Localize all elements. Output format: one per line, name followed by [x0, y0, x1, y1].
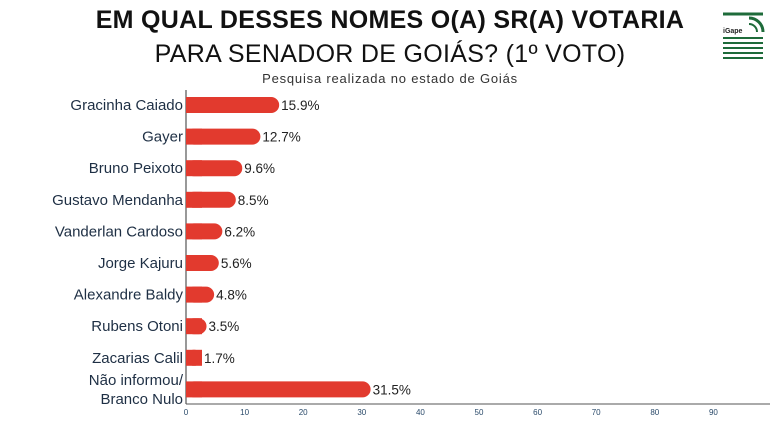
category-label: Vanderlan Cardoso — [55, 223, 183, 240]
category-label: Gracinha Caiado — [70, 97, 183, 114]
x-tick-label: 90 — [709, 408, 718, 417]
bar-left-edge — [186, 255, 202, 271]
bar-left-edge — [186, 128, 202, 145]
data-label: 6.2% — [224, 224, 255, 239]
category-label: Jorge Kajuru — [98, 255, 183, 272]
bar — [186, 128, 261, 145]
data-label: 9.6% — [244, 161, 275, 176]
chart-title-line2: PARA SENADOR DE GOIÁS? (1º VOTO) — [154, 40, 626, 68]
logo-graphic — [719, 12, 767, 62]
x-tick-label: 70 — [592, 408, 601, 417]
category-label: Alexandre Baldy — [74, 287, 184, 304]
data-label: 3.5% — [209, 319, 240, 334]
x-tick-label: 10 — [240, 408, 249, 417]
data-label: 15.9% — [281, 98, 319, 113]
category-label: Zacarias Calil — [92, 350, 183, 367]
x-tick-label: 20 — [299, 408, 308, 417]
bar-left-edge — [186, 160, 202, 177]
igape-logo-icon: iGape — [719, 12, 767, 62]
data-label: 12.7% — [262, 130, 300, 145]
data-label: 31.5% — [373, 382, 411, 397]
data-label: 1.7% — [204, 351, 235, 366]
data-label: 5.6% — [221, 256, 252, 271]
category-label: Bruno Peixoto — [89, 160, 183, 177]
bar-left-edge — [186, 223, 202, 240]
bar — [186, 381, 371, 398]
bar-left-edge — [186, 381, 202, 398]
x-tick-label: 40 — [416, 408, 425, 417]
category-label: Gayer — [142, 129, 183, 146]
bar — [186, 97, 280, 113]
chart-subtitle: Pesquisa realizada no estado de Goiás — [262, 71, 518, 86]
category-label: Gustavo Mendanha — [52, 192, 184, 209]
data-label: 4.8% — [216, 288, 247, 303]
data-label: 8.5% — [238, 193, 269, 208]
x-tick-label: 60 — [533, 408, 542, 417]
x-tick-label: 80 — [650, 408, 659, 417]
bar-left-edge — [186, 286, 202, 303]
bar-left-edge — [186, 349, 202, 366]
bar-left-edge — [186, 97, 202, 113]
category-label: Rubens Otoni — [91, 318, 183, 335]
bar-left-edge — [186, 191, 202, 208]
category-label: Branco Nulo — [100, 391, 183, 408]
x-tick-label: 30 — [357, 408, 366, 417]
x-tick-label: 50 — [475, 408, 484, 417]
x-tick-label: 0 — [184, 408, 189, 417]
chart-title-line1: EM QUAL DESSES NOMES O(A) SR(A) VOTARIA — [95, 6, 685, 34]
logo-text: iGape — [723, 28, 743, 35]
bar-left-edge — [186, 318, 202, 335]
category-label: Não informou/ — [89, 372, 184, 389]
